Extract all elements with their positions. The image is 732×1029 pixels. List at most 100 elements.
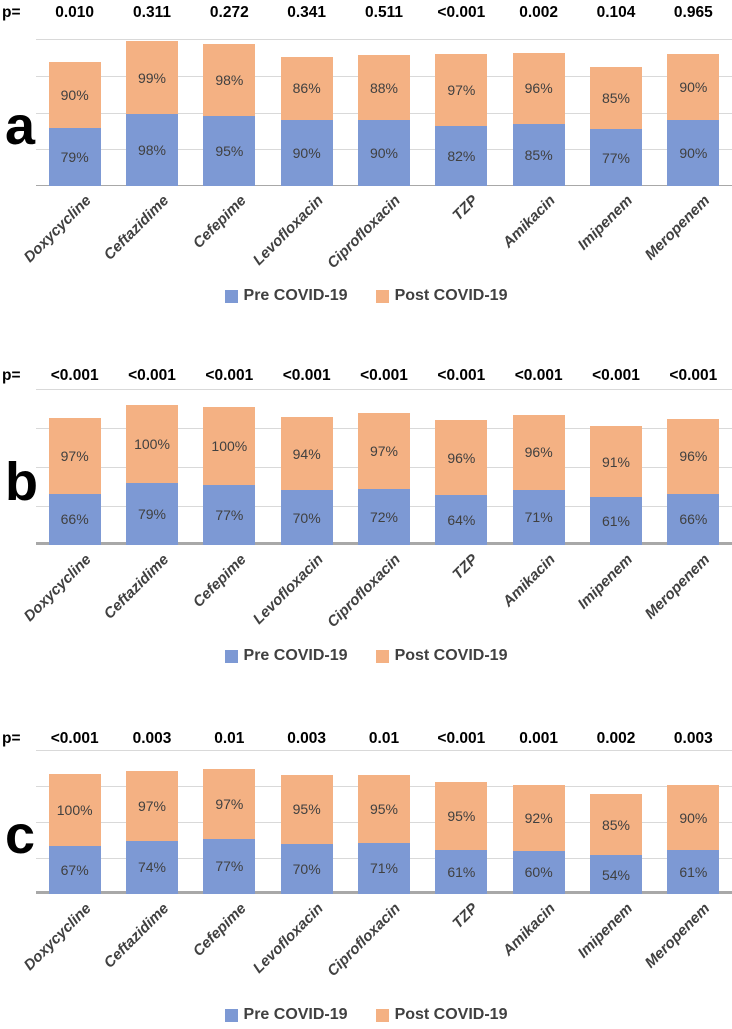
- pre-covid-segment: 71%: [358, 842, 410, 894]
- post-value-label: 90%: [679, 809, 708, 826]
- post-value-label: 95%: [369, 800, 399, 817]
- pre-covid-segment: 67%: [48, 845, 101, 894]
- legend-post-covid-swatch: [375, 649, 389, 663]
- legend: Pre COVID-19 Post COVID-19: [0, 285, 732, 307]
- category-label: Doxycycline: [20, 900, 95, 974]
- p-value: 0.01: [368, 730, 400, 747]
- pre-value-label: 61%: [679, 864, 708, 881]
- pre-covid-segment: 77%: [203, 484, 256, 545]
- stacked-bar: 97% 77%: [203, 768, 256, 894]
- category-label: Ciprofloxacin: [324, 900, 405, 980]
- p-value: 0.010: [55, 4, 95, 21]
- category-axis: Doxycycline Ceftazidime Cefepime Levofloxac…: [21, 894, 732, 1004]
- post-covid-segment: 95%: [280, 775, 333, 844]
- category-label: Cefepime: [189, 192, 250, 252]
- post-value-label: 94%: [292, 445, 321, 462]
- legend-post-covid-swatch: [375, 1008, 389, 1022]
- post-covid-segment: 95%: [435, 781, 488, 851]
- pre-value-label: 98%: [137, 141, 167, 158]
- category-label: Imipenem: [574, 900, 637, 962]
- pre-value-label: 90%: [369, 144, 399, 161]
- post-covid-segment: 97%: [203, 768, 256, 839]
- post-covid-segment: 90%: [667, 53, 720, 120]
- pre-covid-segment: 71%: [512, 489, 565, 545]
- post-value-label: 100%: [134, 436, 170, 453]
- p-value-row: p= 0.010 0.311 0.272 0.341 0.511 <0.001 0.002 0.…: [0, 2, 732, 24]
- post-covid-segment: 100%: [126, 405, 178, 484]
- stacked-bar: 96% 85%: [512, 52, 565, 186]
- pre-value-label: 82%: [447, 147, 476, 164]
- post-covid-segment: 97%: [48, 417, 101, 494]
- p-value: <0.001: [50, 367, 99, 384]
- stacked-bar: 100% 67%: [48, 773, 101, 894]
- stacked-bar: 94% 70%: [280, 417, 333, 545]
- pre-value-label: 54%: [601, 866, 631, 883]
- pre-value-label: 77%: [215, 858, 244, 875]
- post-covid-segment: 94%: [280, 417, 333, 491]
- post-covid-segment: 85%: [590, 793, 642, 856]
- pre-value-label: 60%: [524, 864, 553, 881]
- pre-value-label: 85%: [524, 146, 553, 163]
- post-value-label: 97%: [215, 795, 244, 812]
- pre-covid-segment: 54%: [590, 855, 642, 894]
- pre-value-label: 79%: [137, 506, 167, 523]
- p-value: 0.01: [214, 730, 245, 747]
- plot-area: 90% 79% 99% 98% 98% 95% 86% 90% 88% 90% 97% 82% 96% 8…: [36, 39, 732, 186]
- p-value-row: p= <0.001 <0.001 <0.001 <0.001 <0.001 <0.001 <0…: [0, 365, 732, 387]
- pre-covid-segment: 90%: [280, 119, 333, 186]
- stacked-bar: 96% 71%: [512, 414, 565, 545]
- post-value-label: 100%: [56, 801, 93, 818]
- p-value: <0.001: [360, 367, 408, 384]
- post-covid-segment: 97%: [358, 413, 410, 489]
- legend-pre-covid-swatch: [224, 649, 238, 663]
- plot-wrap: b 97% 66% 100% 79% 100% 77% 94% 70% 97% 72% 96% 64% 9…: [0, 389, 732, 545]
- post-value-label: 91%: [601, 453, 631, 470]
- pre-covid-segment: 77%: [203, 838, 256, 894]
- post-covid-segment: 96%: [435, 420, 488, 496]
- pre-value-label: 90%: [292, 144, 321, 161]
- p-value: <0.001: [437, 730, 486, 747]
- pre-value-label: 61%: [601, 513, 631, 530]
- post-covid-segment: 96%: [512, 52, 565, 124]
- post-covid-segment: 98%: [203, 44, 256, 117]
- pre-covid-segment: 77%: [590, 129, 642, 186]
- panel-letter: c: [5, 805, 36, 865]
- pre-covid-segment: 90%: [358, 119, 410, 186]
- pre-value-label: 77%: [601, 149, 631, 166]
- post-value-label: 97%: [137, 797, 167, 814]
- p-prefix-label: p=: [2, 367, 21, 384]
- stacked-bar: 85% 54%: [590, 793, 642, 894]
- pre-covid-segment: 90%: [667, 119, 720, 186]
- p-value: 0.003: [132, 730, 172, 747]
- category-axis: Doxycycline Ceftazidime Cefepime Levofloxac…: [21, 186, 732, 285]
- panel-a: p= 0.010 0.311 0.272 0.341 0.511 <0.001 0.002 0.…: [0, 2, 732, 307]
- legend-post-covid-label: Post COVID-19: [394, 647, 508, 664]
- post-covid-segment: 96%: [512, 414, 565, 490]
- pre-value-label: 71%: [369, 860, 399, 877]
- stacked-bar: 90% 90%: [667, 53, 720, 186]
- pre-value-label: 77%: [215, 506, 244, 523]
- category-label: Amikacin: [499, 192, 559, 252]
- category-label: Imipenem: [574, 551, 637, 613]
- p-value: <0.001: [282, 367, 331, 384]
- category-label: Ceftazidime: [100, 192, 173, 264]
- pre-value-label: 72%: [369, 508, 399, 525]
- stacked-bar: 100% 79%: [126, 405, 178, 545]
- pre-covid-segment: 61%: [590, 497, 642, 545]
- category-label: Amikacin: [499, 551, 559, 611]
- p-value: 0.002: [596, 730, 636, 747]
- plot-area: 100% 67% 97% 74% 97% 77% 95% 70% 95% 71% 95% 61% 92%…: [36, 750, 732, 894]
- category-label: Doxycycline: [20, 192, 95, 266]
- post-value-label: 92%: [524, 809, 553, 826]
- pre-covid-segment: 61%: [435, 850, 488, 894]
- p-value: <0.001: [514, 367, 563, 384]
- category-label: Amikacin: [499, 900, 559, 960]
- post-covid-segment: 85%: [590, 66, 642, 130]
- p-value: <0.001: [128, 367, 176, 384]
- legend-pre-covid-label: Pre COVID-19: [243, 1006, 348, 1023]
- pre-covid-segment: 72%: [358, 488, 410, 545]
- post-covid-segment: 100%: [203, 406, 256, 485]
- pre-covid-segment: 60%: [512, 850, 565, 894]
- stacked-bar: 95% 70%: [280, 775, 333, 894]
- stacked-bar: 98% 95%: [203, 44, 256, 186]
